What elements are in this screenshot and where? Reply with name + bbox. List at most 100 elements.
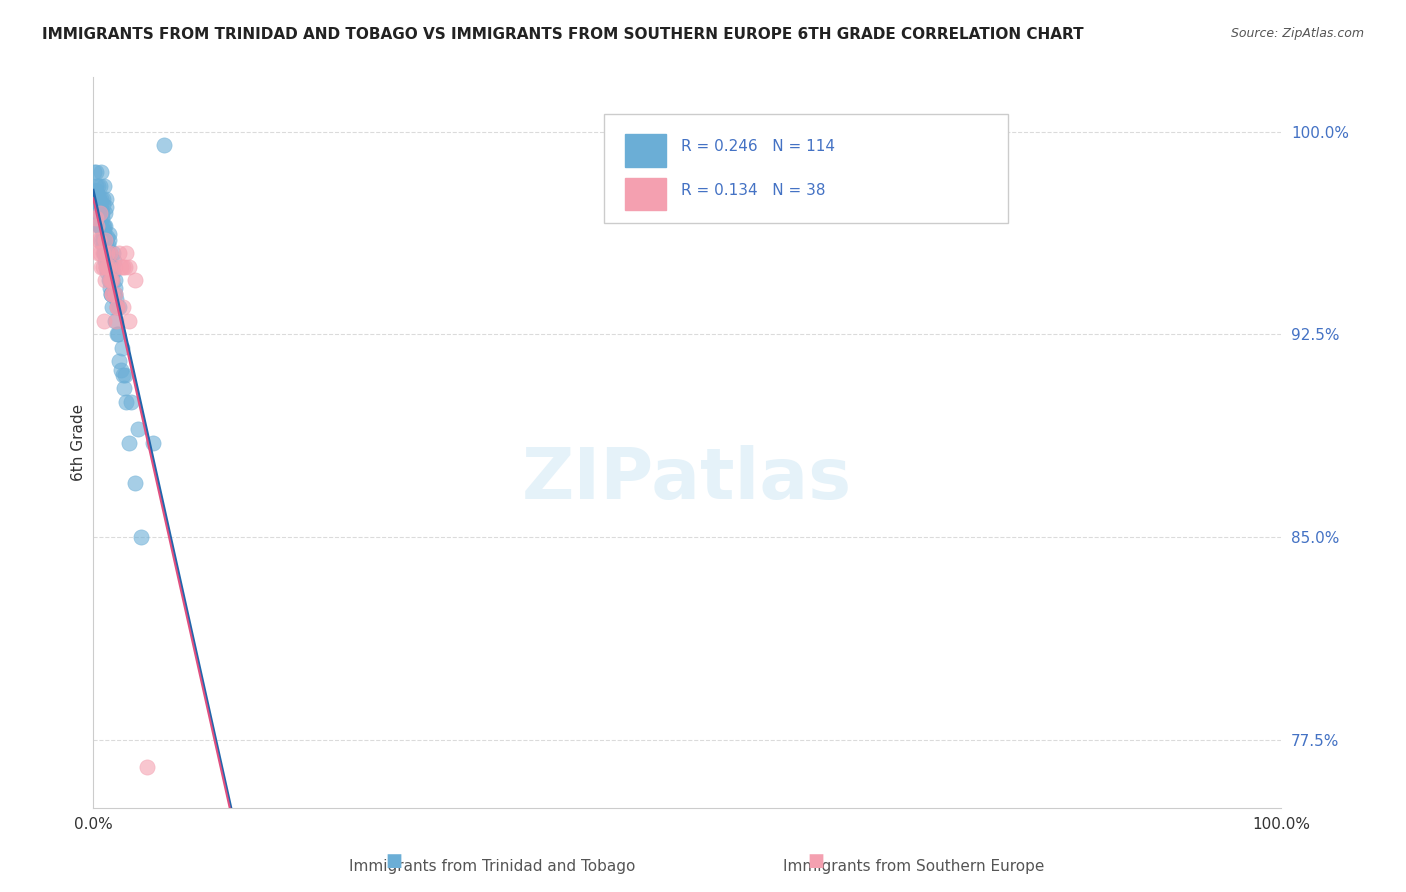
Point: [94, 273, 117, 287]
Point: [89, 178, 111, 193]
Text: ■: ■: [807, 852, 824, 870]
Point: [84, 184, 107, 198]
Point: [96, 238, 118, 252]
Point: [97, 273, 120, 287]
Point: [105, 327, 128, 342]
Point: [100, 286, 122, 301]
Point: [91, 233, 114, 247]
Point: [107, 327, 129, 342]
Point: [142, 435, 165, 450]
Point: [97, 233, 120, 247]
Point: [108, 246, 131, 260]
Point: [111, 341, 134, 355]
Point: [86, 192, 108, 206]
Point: [110, 260, 132, 274]
Point: [90, 219, 112, 234]
Point: [90, 219, 112, 234]
Point: [93, 225, 115, 239]
Point: [87, 205, 110, 219]
Point: [101, 265, 124, 279]
Point: [98, 273, 121, 287]
Point: [108, 354, 131, 368]
Point: [115, 395, 138, 409]
Point: [86, 192, 108, 206]
Point: [97, 254, 120, 268]
Point: [100, 260, 122, 274]
Point: [84, 192, 107, 206]
Point: [96, 246, 118, 260]
Point: [103, 246, 125, 260]
Point: [91, 238, 114, 252]
Point: [124, 476, 146, 491]
Point: [114, 368, 136, 382]
Point: [127, 422, 149, 436]
Point: [87, 205, 110, 219]
Point: [87, 246, 110, 260]
Point: [111, 301, 134, 315]
Point: [101, 286, 124, 301]
Point: [94, 246, 117, 260]
Point: [96, 260, 118, 274]
Text: ■: ■: [385, 852, 402, 870]
Point: [94, 254, 117, 268]
Point: [86, 219, 108, 234]
Point: [96, 192, 118, 206]
Point: [105, 301, 128, 315]
Point: [87, 205, 110, 219]
Point: [96, 246, 118, 260]
Point: [86, 189, 108, 203]
Point: [90, 165, 112, 179]
Point: [91, 197, 114, 211]
Point: [103, 286, 125, 301]
Point: [98, 273, 121, 287]
Point: [89, 192, 111, 206]
Point: [103, 260, 125, 274]
Point: [91, 260, 114, 274]
Point: [104, 314, 127, 328]
Point: [91, 211, 114, 225]
Point: [118, 260, 141, 274]
Point: [93, 233, 115, 247]
Point: [89, 219, 111, 234]
Point: [89, 219, 111, 234]
FancyBboxPatch shape: [605, 114, 1008, 224]
Point: [114, 260, 136, 274]
Y-axis label: 6th Grade: 6th Grade: [72, 404, 86, 481]
Point: [96, 230, 118, 244]
Point: [94, 200, 117, 214]
Point: [124, 273, 146, 287]
Point: [101, 286, 124, 301]
Point: [89, 219, 111, 234]
Point: [97, 238, 120, 252]
Point: [112, 382, 135, 396]
Point: [98, 227, 121, 242]
Point: [84, 165, 107, 179]
Point: [90, 202, 112, 217]
Point: [87, 178, 110, 193]
Point: [90, 219, 112, 234]
Point: [100, 260, 122, 274]
Point: [93, 178, 115, 193]
Point: [153, 138, 176, 153]
Point: [90, 233, 112, 247]
Point: [94, 205, 117, 219]
Point: [105, 301, 128, 315]
Point: [90, 260, 112, 274]
Point: [96, 260, 118, 274]
Point: [89, 233, 111, 247]
Point: [100, 286, 122, 301]
Point: [90, 192, 112, 206]
Point: [84, 200, 107, 214]
Point: [86, 205, 108, 219]
Point: [93, 314, 115, 328]
Point: [91, 233, 114, 247]
Point: [96, 254, 118, 268]
Point: [86, 200, 108, 214]
Point: [101, 273, 124, 287]
Point: [93, 219, 115, 234]
Point: [103, 314, 125, 328]
Point: [100, 260, 122, 274]
Point: [97, 260, 120, 274]
Point: [105, 292, 128, 306]
Point: [98, 246, 121, 260]
